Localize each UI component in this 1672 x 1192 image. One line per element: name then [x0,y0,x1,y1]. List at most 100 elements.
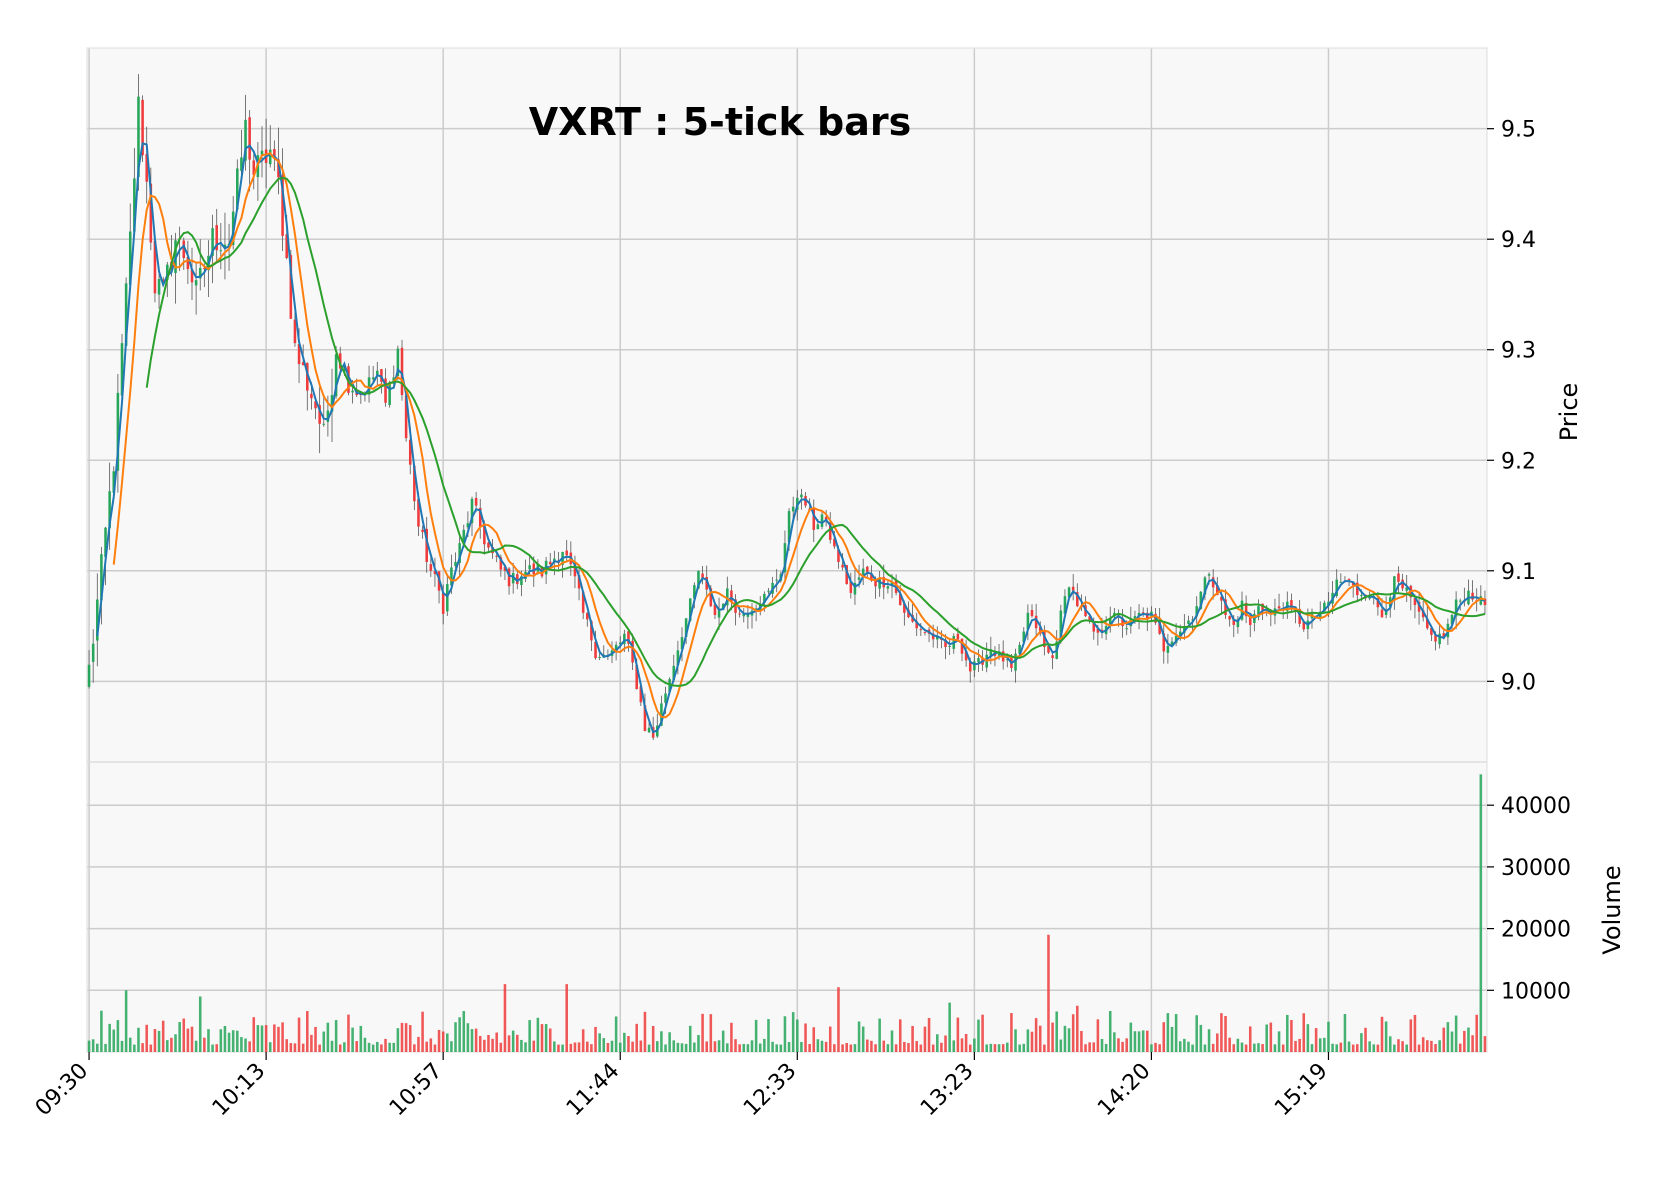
volume-bar [326,1022,330,1052]
volume-tick-label: 20000 [1501,918,1571,943]
volume-bar [1339,1042,1343,1052]
candle-body [1323,602,1326,612]
candle-body [87,664,91,687]
volume-bar [672,1040,676,1052]
candle-body [182,240,186,258]
volume-bar [738,1044,741,1052]
volume-bar [1067,1028,1071,1052]
volume-bar [1207,1029,1211,1052]
volume-bar [330,1040,334,1052]
candle-body [211,228,214,256]
volume-bar [1195,1015,1198,1052]
volume-bar [161,1020,165,1052]
volume-bar [763,1038,766,1052]
volume-bar [787,1042,791,1052]
volume-bar [1034,1018,1038,1052]
candle-body [849,581,853,593]
x-tick-label: 13:23 [916,1059,979,1122]
candle-body [639,686,643,703]
volume-bar [1269,1022,1273,1052]
volume-bar [347,1014,350,1052]
volume-bar [425,1041,428,1052]
candle-body [1335,579,1338,596]
price-tick-label: 9.3 [1501,339,1536,364]
candle-body [260,150,264,156]
candle-body [1430,627,1433,635]
volume-bar [1417,1044,1421,1052]
volume-bar [1471,1035,1474,1052]
candle-body [1471,592,1474,600]
volume-bar [1113,1032,1116,1052]
candle-body [429,564,433,571]
volume-bar [1096,1019,1100,1052]
volume-bar [849,1044,853,1052]
volume-bar [1318,1038,1322,1052]
volume-bar [524,1042,527,1052]
volume-bar [973,1038,976,1052]
candle-body [466,523,470,528]
candle-body [128,231,132,285]
volume-bar [450,1041,453,1052]
volume-bar [1405,1044,1408,1052]
volume-bar [639,1040,643,1052]
candle-body [565,550,568,556]
candle-body [623,633,626,645]
candle-body [408,439,412,465]
volume-bar [1372,1044,1376,1052]
candle-body [1018,644,1021,654]
price-tick-label: 9.5 [1501,118,1536,143]
candle-body [1236,619,1240,628]
volume-bar [355,1041,358,1052]
volume-bar [446,1033,449,1052]
volume-bar [273,1024,276,1052]
candle-body [614,644,618,653]
volume-bar [820,1040,824,1052]
candle-body [1483,598,1487,606]
candle-body [1158,620,1161,634]
candle-body [1426,618,1429,629]
volume-bar [128,1037,132,1052]
volume-bar [573,1042,577,1052]
volume-bar [1327,1021,1330,1052]
candle-body [116,392,120,471]
candle-body [956,633,960,640]
volume-bar [577,1042,581,1052]
volume-bar [1080,1031,1083,1052]
volume-bar [1446,1022,1450,1052]
volume-bar [1059,1039,1063,1052]
volume-bar [223,1025,227,1052]
volume-bar [948,1002,951,1052]
candle-body [322,423,326,425]
volume-bar [767,1019,770,1052]
volume-bar [569,1043,573,1052]
candle-body [1261,603,1264,612]
candle-body [944,639,947,648]
volume-bar [808,1043,811,1052]
candle-body [631,640,634,663]
candle-body [528,565,531,570]
candle-body [417,498,420,527]
candle-body [203,268,206,270]
volume-bar [627,1036,630,1052]
x-tick-label: 15:19 [1270,1059,1333,1122]
volume-bar [289,1043,293,1052]
volume-bar [1323,1037,1326,1052]
volume-bar [651,1025,655,1052]
candle-body [1356,582,1359,596]
volume-bar [857,1021,861,1052]
volume-bar [1014,1029,1017,1052]
candle-body [367,377,371,395]
volume-bar [1421,1037,1425,1052]
candle-body [1170,641,1174,645]
volume-bar [1335,1044,1338,1052]
candle-body [330,395,334,412]
volume-bar [688,1025,692,1052]
volume-bar [1467,1027,1470,1052]
volume-bar [1076,1005,1079,1052]
volume-bar [264,1025,268,1052]
candle-body [133,178,136,232]
volume-bar [1397,1039,1400,1052]
volume-bar [1199,1024,1203,1052]
volume-bar [1100,1038,1104,1052]
volume-bar [1038,1025,1042,1052]
